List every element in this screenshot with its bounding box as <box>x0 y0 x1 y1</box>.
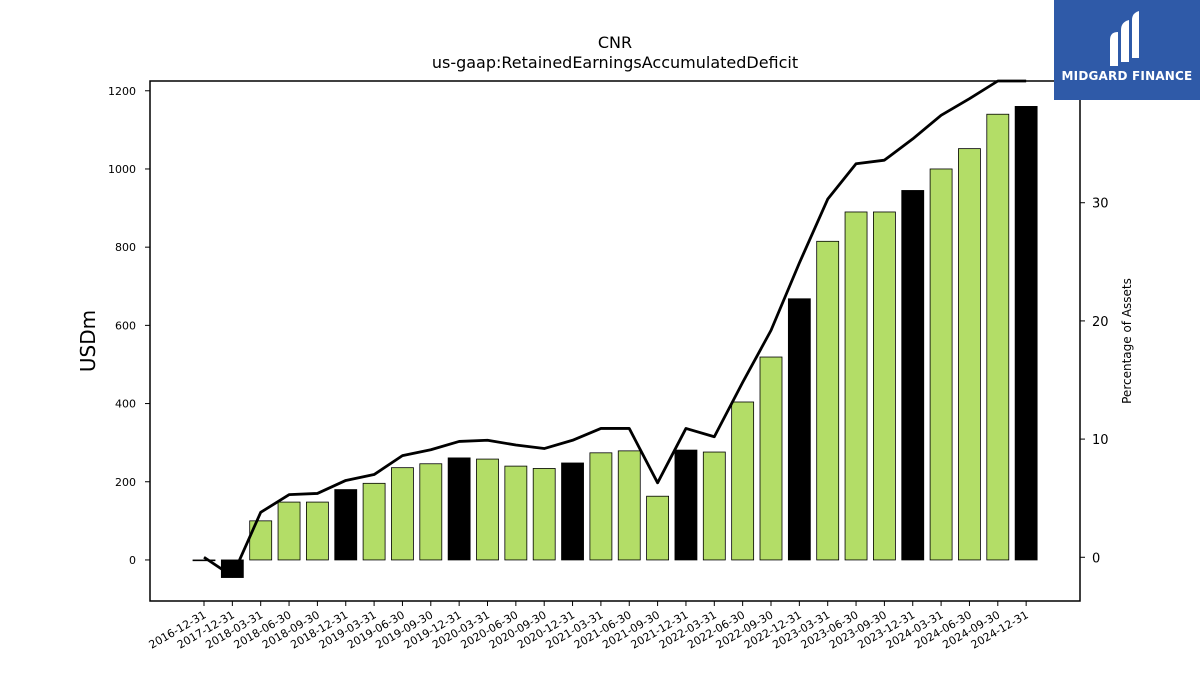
y-tick-label: 800 <box>115 241 136 254</box>
bar <box>901 190 925 561</box>
y2-tick-label: 20 <box>1092 315 1109 330</box>
bar <box>504 465 528 561</box>
bar <box>391 467 414 561</box>
bar <box>561 462 584 561</box>
bar <box>362 482 386 561</box>
y-tick-label: 600 <box>115 319 136 332</box>
bar <box>958 148 981 561</box>
y-tick-label: 200 <box>115 476 136 489</box>
bar <box>646 495 669 561</box>
bar <box>929 168 953 561</box>
y2-tick-label: 30 <box>1092 197 1109 212</box>
chart-subtitle: us-gaap:RetainedEarningsAccumulatedDefic… <box>432 53 798 72</box>
x-axis-ticks: 2016-12-312017-12-312018-03-312018-06-30… <box>147 601 1031 652</box>
bar <box>787 298 811 561</box>
bar <box>589 452 613 561</box>
bar <box>192 559 216 562</box>
bar <box>1014 106 1038 561</box>
bar <box>816 240 840 561</box>
bar <box>447 457 471 561</box>
y2-axis-label: Percentage of Assets <box>1120 278 1134 404</box>
bar <box>305 501 329 561</box>
logo-mark-icon <box>1110 11 1139 66</box>
y-tick-label: 1200 <box>108 85 136 98</box>
bar <box>476 458 499 561</box>
bar <box>873 211 896 561</box>
chart-title: CNR <box>598 33 632 52</box>
right-axis-ticks: 010203040 <box>1080 79 1109 566</box>
bar <box>759 356 783 561</box>
y-tick-label: 1000 <box>108 163 136 176</box>
bar-series <box>192 106 1038 578</box>
bar <box>702 451 726 561</box>
bar <box>532 468 556 561</box>
y2-tick-label: 10 <box>1092 433 1109 448</box>
line-series <box>203 79 1027 578</box>
bar <box>731 401 755 561</box>
y-tick-label: 400 <box>115 398 136 411</box>
bar <box>277 501 301 561</box>
y2-tick-label: 0 <box>1092 551 1100 566</box>
bar <box>617 450 641 561</box>
bar <box>986 113 1010 561</box>
percentage-line <box>203 79 1027 578</box>
y-tick-label: 0 <box>129 554 136 567</box>
bar <box>334 489 358 561</box>
left-axis-ticks: 0 200 400 600 800 1000 1200 <box>108 85 150 567</box>
plot-frame <box>149 80 1081 602</box>
y-axis-label: USDm <box>76 310 100 372</box>
bar <box>419 463 443 561</box>
company-logo: MIDGARD FINANCE <box>1054 0 1200 100</box>
bar <box>674 449 698 561</box>
logo-name: MIDGARD FINANCE <box>1061 69 1193 83</box>
bar <box>844 211 868 561</box>
